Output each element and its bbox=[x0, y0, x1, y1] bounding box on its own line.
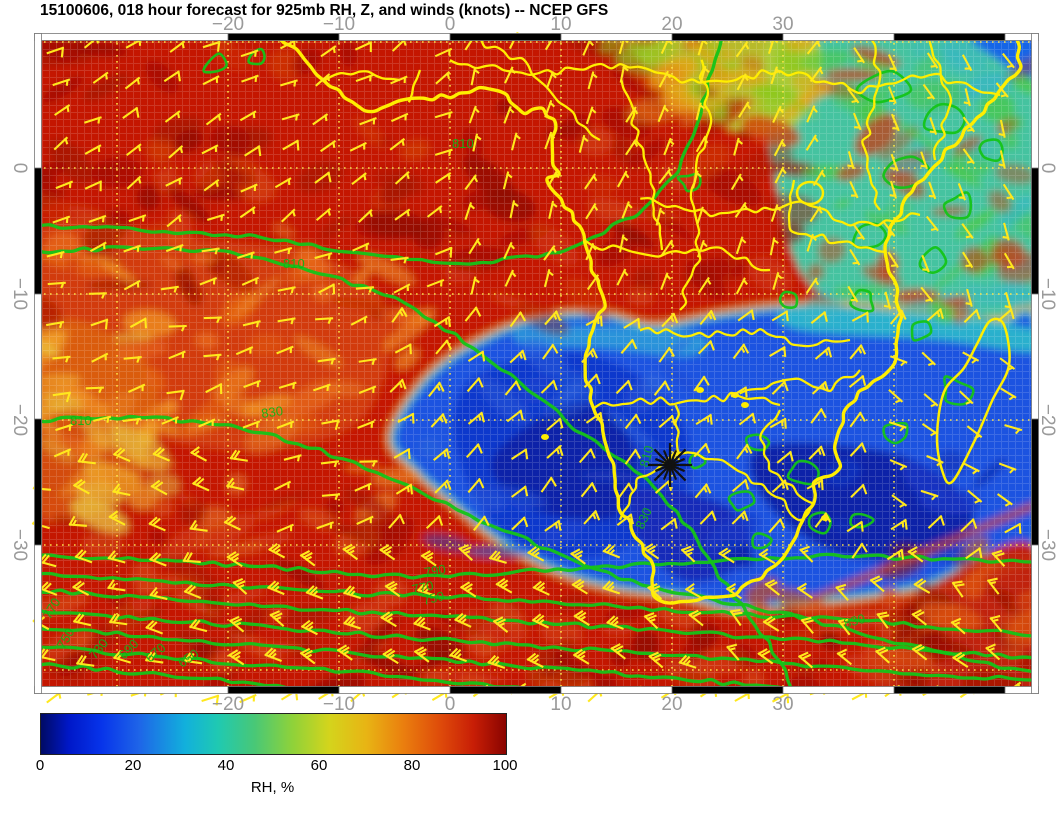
colorbar-tick-label: 100 bbox=[492, 757, 518, 774]
grid-mesh-texture bbox=[38, 37, 1035, 690]
lon-tick-label-bottom: 0 bbox=[444, 694, 456, 715]
z-contour-label: 810 bbox=[283, 256, 305, 271]
z-contour-label: 750 bbox=[421, 588, 446, 608]
lon-tick-label-bottom: −10 bbox=[322, 694, 356, 715]
lat-tick-label-left: −20 bbox=[9, 403, 30, 437]
lat-tick-label-right: 0 bbox=[1037, 162, 1056, 174]
z-contour-label: 790 bbox=[423, 561, 447, 580]
colorbar-tick-label: 80 bbox=[403, 757, 421, 774]
lon-tick-label-bottom: −20 bbox=[211, 694, 245, 715]
colorbar-tick-label: 0 bbox=[35, 757, 45, 774]
colorbar-unit-label: RH, % bbox=[250, 779, 295, 796]
z-contour-label: 810 bbox=[636, 444, 656, 469]
lat-tick-label-right: −30 bbox=[1037, 528, 1056, 562]
colorbar-tick-label: 40 bbox=[217, 757, 235, 774]
lat-tick-label-right: −10 bbox=[1037, 277, 1056, 311]
rh-colorbar bbox=[40, 713, 507, 755]
lat-tick-label-right: −20 bbox=[1037, 403, 1056, 437]
lon-tick-label-bottom: 30 bbox=[772, 694, 794, 715]
lon-tick-label-top: 0 bbox=[444, 14, 456, 35]
lon-tick-label-top: 20 bbox=[661, 14, 683, 35]
page-title: 15100606, 018 hour forecast for 925mb RH… bbox=[40, 2, 609, 19]
z-contour-label: 810 bbox=[70, 413, 92, 428]
z-contour-label: 830 bbox=[260, 403, 284, 421]
wind-barbs bbox=[31, 31, 1023, 706]
lat-tick-label-left: 0 bbox=[9, 162, 30, 174]
map-frame-zebra-border bbox=[34, 33, 1039, 694]
site-marker-star bbox=[648, 443, 692, 487]
lat-tick-label-left: −10 bbox=[9, 277, 30, 311]
z-contour-label: 770 bbox=[411, 578, 435, 597]
lon-tick-label-top: 30 bbox=[772, 14, 794, 35]
coastlines-borders bbox=[276, 37, 1023, 605]
colorbar-tick-label: 20 bbox=[124, 757, 142, 774]
z-contour-label: 810 bbox=[452, 136, 474, 151]
lat-tick-label-left: −30 bbox=[9, 528, 30, 562]
colorbar-tick-label: 60 bbox=[310, 757, 328, 774]
z-contour-label: 830 bbox=[842, 611, 867, 631]
lon-tick-label-top: 10 bbox=[550, 14, 572, 35]
lon-tick-label-bottom: 20 bbox=[661, 694, 683, 715]
lon-tick-label-top: −20 bbox=[211, 14, 245, 35]
lon-tick-label-top: −10 bbox=[322, 14, 356, 35]
lon-tick-label-bottom: 10 bbox=[550, 694, 572, 715]
